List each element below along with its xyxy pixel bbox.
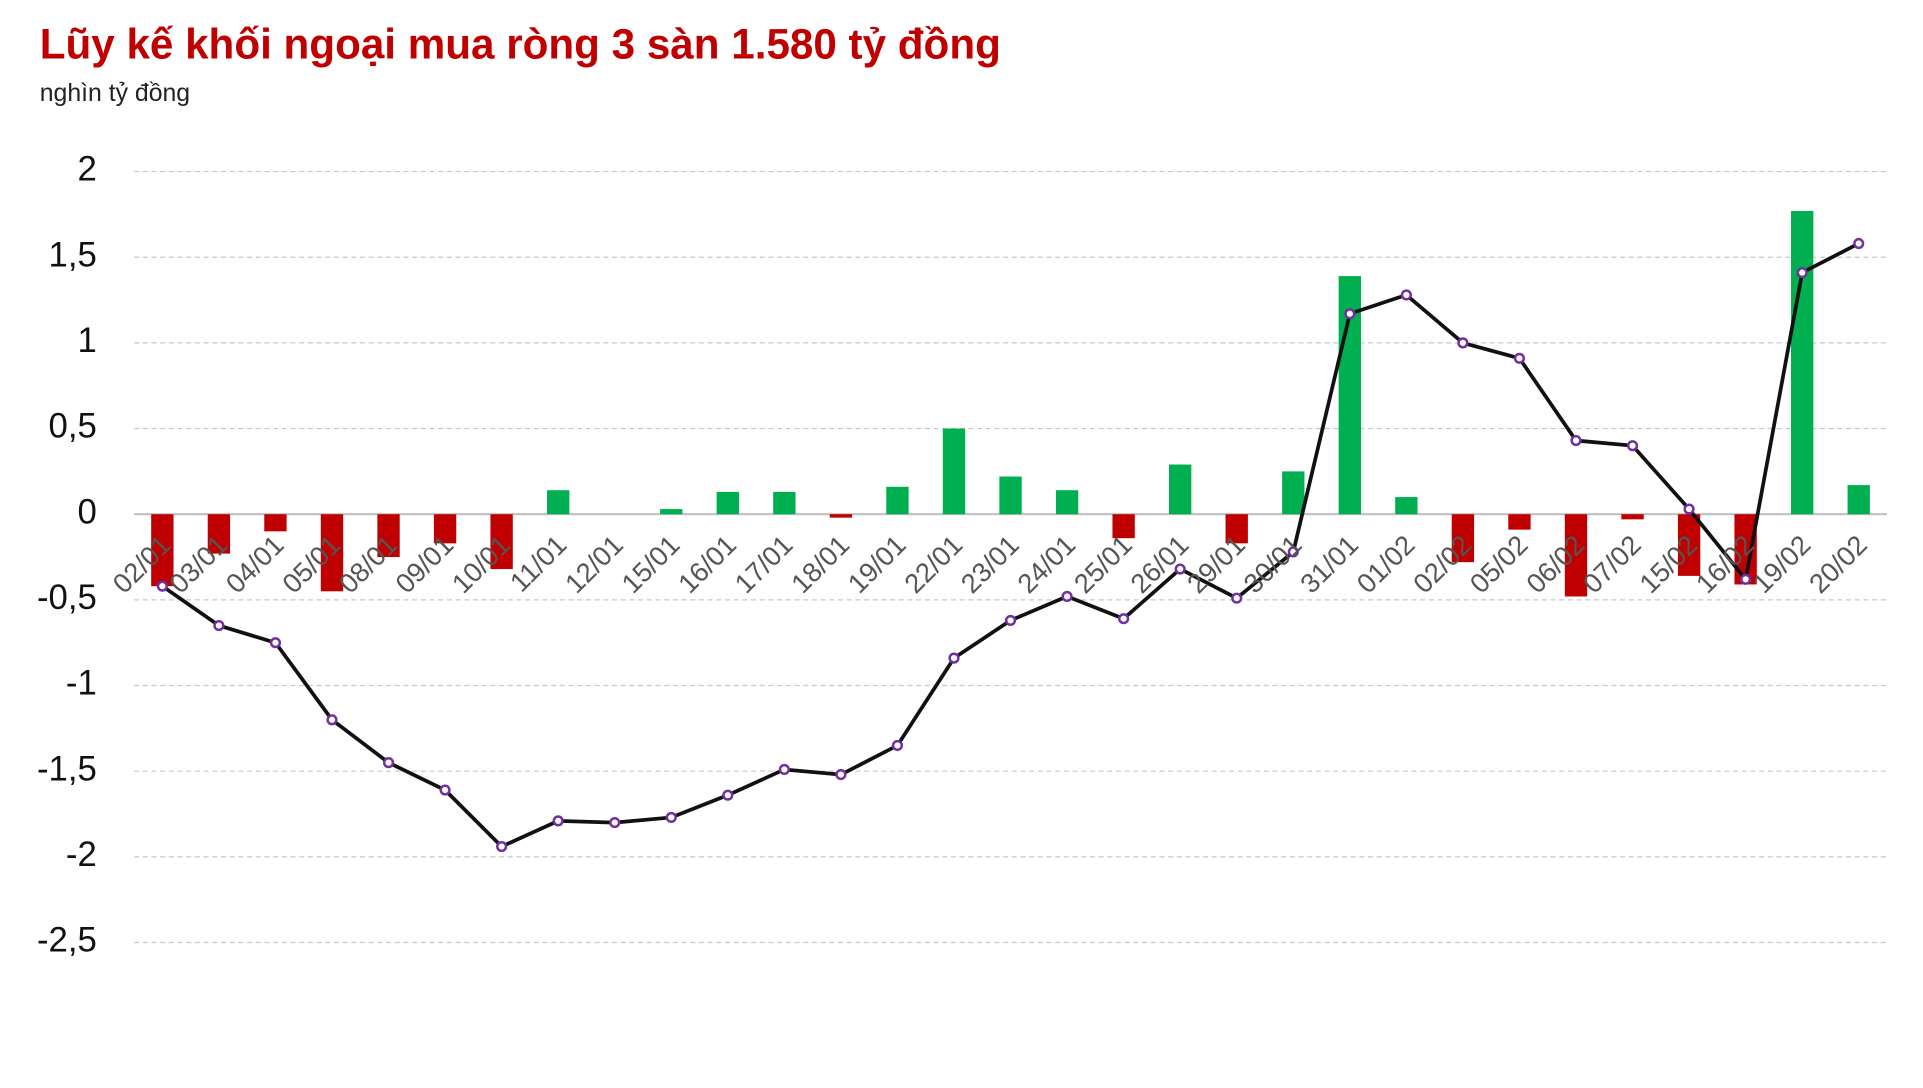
bar (433, 514, 457, 544)
bar (716, 491, 739, 515)
line-marker (439, 784, 451, 796)
x-tick-label: 11/01 (504, 529, 573, 598)
line-marker (1118, 613, 1130, 625)
x-tick-label: 25/01 (1068, 529, 1138, 599)
bar (999, 476, 1022, 515)
y-tick-label: 1 (78, 322, 97, 360)
line-marker (1287, 546, 1299, 558)
y-tick-label: 1,5 (49, 236, 97, 274)
x-tick-label: 15/01 (615, 529, 685, 599)
x-tick-label: 24/01 (1011, 529, 1081, 599)
line-marker (722, 789, 734, 801)
y-tick-label: 0,5 (49, 408, 97, 446)
line-marker (1344, 308, 1356, 320)
line-marker (1570, 434, 1582, 447)
bar (1225, 514, 1248, 544)
line-marker (326, 714, 338, 726)
bar (1564, 514, 1588, 597)
bar (320, 514, 344, 592)
line-marker (1513, 352, 1526, 364)
line-marker (665, 811, 677, 824)
bar (207, 514, 231, 554)
bar (942, 428, 966, 515)
y-tick-label: -1,5 (37, 750, 97, 788)
line-marker (382, 757, 395, 769)
bar (1055, 490, 1079, 515)
line-marker (891, 739, 904, 752)
bar (1734, 514, 1757, 585)
bar (1451, 514, 1475, 563)
bar (660, 509, 683, 515)
y-tick-label: 2 (78, 151, 97, 189)
bar (1791, 210, 1814, 515)
bar (1395, 497, 1418, 515)
x-tick-label: 31/01 (1294, 529, 1364, 599)
x-tick-label: 18/01 (785, 529, 855, 599)
bar (773, 491, 796, 515)
bar (1847, 485, 1870, 515)
bar (829, 514, 853, 518)
line-marker (1174, 563, 1186, 575)
y-tick-label: 0 (78, 493, 97, 531)
line-marker (609, 816, 621, 829)
x-tick-label: 01/02 (1350, 529, 1420, 599)
chart-title: Lũy kế khối ngoại mua ròng 3 sàn 1.580 t… (40, 21, 1001, 68)
line-marker (552, 815, 564, 827)
line-marker (1457, 337, 1469, 349)
line-marker (1061, 590, 1073, 603)
bar (151, 514, 174, 587)
line-marker (1740, 573, 1752, 585)
x-tick-label: 20/02 (1803, 529, 1873, 599)
line-marker (1626, 440, 1639, 452)
line-marker (778, 763, 790, 776)
bar (377, 514, 400, 558)
chart-subtitle: nghìn tỷ đồng (40, 80, 190, 107)
bar (1282, 471, 1305, 515)
bar (490, 514, 513, 570)
line-marker (1683, 503, 1695, 515)
y-tick-label: -2 (66, 836, 97, 874)
y-tick-label: -1 (66, 665, 97, 703)
line-marker (496, 840, 508, 853)
bar (1169, 464, 1192, 515)
line-marker (948, 652, 960, 664)
bar (886, 486, 909, 515)
x-tick-label: 23/01 (955, 529, 1025, 599)
x-tick-label: 16/01 (672, 529, 742, 599)
bar (1677, 514, 1701, 576)
bar (264, 514, 287, 532)
line-marker (835, 769, 847, 781)
x-tick-label: 19/01 (842, 529, 912, 599)
line-marker (1400, 289, 1412, 301)
line-marker (1853, 237, 1865, 250)
bar (546, 490, 570, 515)
x-tick-label: 22/01 (898, 529, 968, 599)
line-marker (156, 580, 168, 592)
line-marker (1231, 592, 1243, 604)
line-marker (1004, 614, 1017, 627)
line-marker (1796, 267, 1808, 279)
bar (1112, 514, 1135, 539)
line-marker (213, 619, 225, 632)
y-tick-label: -2,5 (37, 922, 97, 960)
x-tick-label: 17/01 (728, 529, 798, 599)
line-marker (269, 637, 282, 649)
y-tick-label: -0,5 (37, 579, 97, 617)
bar (1508, 514, 1531, 530)
x-tick-label: 12/01 (559, 529, 629, 599)
bar (1621, 514, 1644, 520)
